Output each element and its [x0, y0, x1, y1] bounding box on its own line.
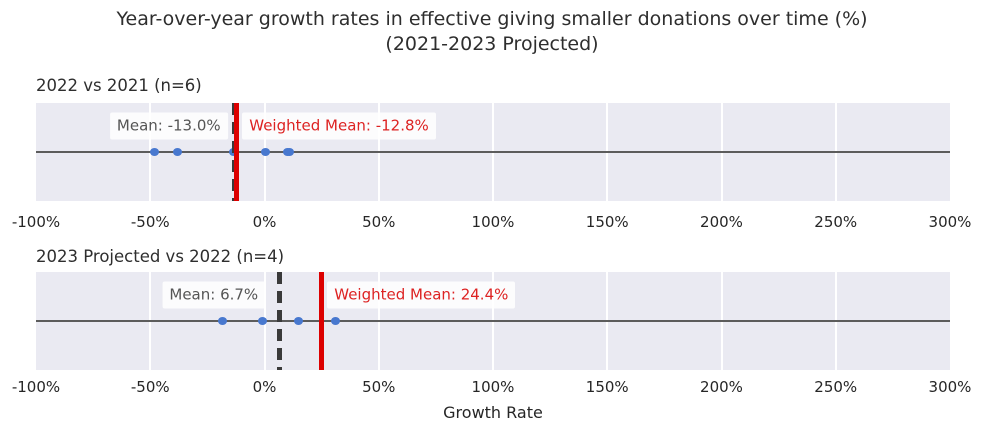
- x-tick-label: 0%: [252, 213, 277, 231]
- x-tick-label: 0%: [252, 378, 277, 396]
- x-axis-ticks-2022-vs-2021: -100% -50% 0% 50% 100% 150% 200% 250% 300%: [12, 213, 972, 231]
- x-tick-label: 50%: [362, 378, 396, 396]
- data-point: [173, 148, 183, 156]
- weighted-mean-line: [318, 272, 324, 370]
- x-tick-label: 250%: [814, 213, 858, 231]
- x-tick-label: 100%: [471, 378, 515, 396]
- x-tick-label: 150%: [585, 378, 629, 396]
- x-tick-label: -50%: [130, 378, 170, 396]
- chart-title-line1: Year-over-year growth rates in effective…: [116, 8, 868, 30]
- data-point: [218, 317, 228, 325]
- plot-area-2022-vs-2021: Mean: -13.0% Weighted Mean: -12.8%: [36, 103, 950, 201]
- data-point: [285, 148, 295, 156]
- x-tick-label: -100%: [11, 378, 61, 396]
- x-tick-label: 200%: [700, 213, 743, 231]
- x-tick-label: 300%: [928, 213, 972, 231]
- chart-title: Year-over-year growth rates in effective…: [0, 7, 984, 57]
- x-tick-label: 250%: [814, 378, 858, 396]
- axis-line: [36, 151, 950, 153]
- mean-annotation: Mean: -13.0%: [109, 112, 228, 140]
- data-point: [294, 317, 304, 325]
- data-point: [257, 317, 267, 325]
- x-axis-ticks-2023-projected-vs-2022: -100% -50% 0% 50% 100% 150% 200% 250% 300%: [12, 378, 972, 396]
- x-tick-label: 150%: [585, 213, 629, 231]
- x-tick-label: -100%: [11, 213, 61, 231]
- weighted-mean-annotation: Weighted Mean: 24.4%: [327, 281, 516, 309]
- weighted-mean-annotation: Weighted Mean: -12.8%: [242, 112, 436, 140]
- mean-annotation: Mean: 6.7%: [162, 281, 266, 309]
- x-axis-label: Growth Rate: [443, 403, 543, 422]
- axis-line: [36, 320, 950, 322]
- subplot-title-2022-vs-2021: 2022 vs 2021 (n=6): [36, 76, 202, 95]
- x-tick-label: 100%: [471, 213, 515, 231]
- data-point: [150, 148, 160, 156]
- plot-area-2023-projected-vs-2022: Mean: 6.7% Weighted Mean: 24.4%: [36, 272, 950, 370]
- x-tick-label: 200%: [700, 378, 743, 396]
- data-point: [261, 148, 271, 156]
- chart-title-line2: (2021-2023 Projected): [385, 33, 599, 55]
- mean-line: [277, 272, 283, 370]
- weighted-mean-line: [233, 103, 239, 201]
- x-tick-label: 300%: [928, 378, 972, 396]
- x-tick-label: -50%: [130, 213, 170, 231]
- subplot-title-2023-projected-vs-2022: 2023 Projected vs 2022 (n=4): [36, 247, 285, 266]
- data-point: [330, 317, 340, 325]
- x-tick-label: 50%: [362, 213, 396, 231]
